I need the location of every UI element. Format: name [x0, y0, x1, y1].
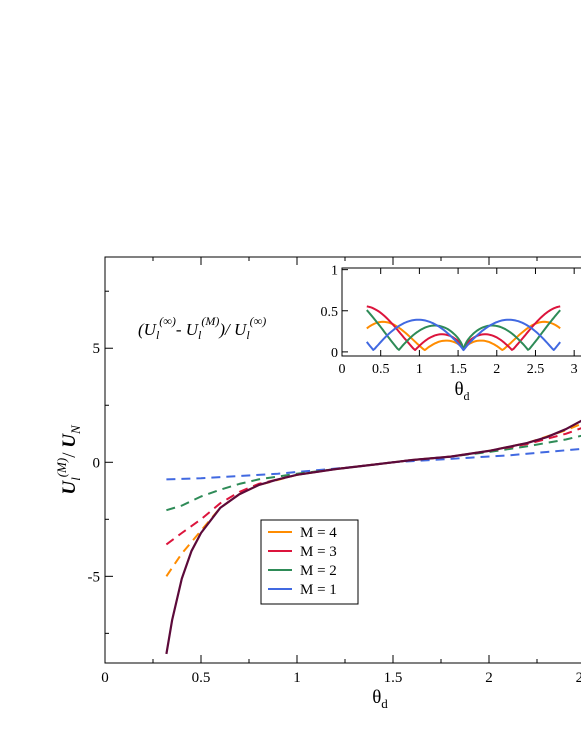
legend-label: M = 2	[300, 563, 337, 579]
legend-label: M = 3	[300, 544, 337, 560]
main-xtick-label: 0.5	[192, 670, 211, 686]
inset-title-p1: (U	[138, 320, 158, 339]
inset-ytick-label: 0.5	[321, 305, 339, 320]
inset-title-s1: l	[156, 328, 160, 342]
inset-xtick-label: 0.5	[372, 362, 390, 377]
inset-series	[366, 305, 561, 352]
inset-xlabel-symbol: θ	[454, 379, 463, 400]
inset-series-line-m1	[366, 318, 561, 352]
main-ylabel-slash: /	[59, 448, 80, 458]
main-ytick-label: -5	[88, 569, 101, 585]
main-ylabel: Ul(M)/ UN	[54, 424, 83, 495]
main-series	[165, 419, 581, 655]
main-xlabel-sub: d	[381, 696, 388, 711]
inset-xtick-label: 2.5	[527, 362, 545, 377]
inset-xtick-label: 0	[339, 362, 346, 377]
inset-ytick-label: 0	[331, 346, 338, 361]
main-series-line-exact	[165, 419, 581, 655]
main-xtick-label: 2.5	[576, 670, 581, 686]
inset-title-sup3: (∞)	[250, 314, 267, 328]
main-xlabel: θd	[372, 687, 388, 711]
inset-xlabel-sub: d	[464, 389, 470, 403]
main-ylabel-sub1: l	[68, 477, 83, 481]
main-series-line-m1	[166, 447, 581, 481]
main-ylabel-sup1: (M)	[54, 458, 69, 478]
main-xtick-label: 0	[101, 670, 109, 686]
main-xtick-label: 1.5	[384, 670, 403, 686]
inset-title-minus: - U	[176, 320, 200, 339]
legend-label: M = 1	[300, 582, 337, 598]
inset-title-s3: l	[246, 328, 250, 342]
main-series-line-m3	[165, 427, 581, 546]
inset-title-sup1: (∞)	[159, 314, 176, 328]
main-ylabel-u1: U	[59, 480, 80, 495]
main-xtick-label: 1	[293, 670, 301, 686]
inset-title-s2: l	[198, 328, 202, 342]
main-plot-frame	[104, 256, 581, 664]
main-ytick-label: 0	[93, 455, 101, 471]
legend: M = 4 M = 3 M = 2 M = 1	[260, 519, 359, 605]
main-xtick-label: 2	[485, 670, 493, 686]
main-xlabel-symbol: θ	[372, 687, 381, 708]
main-ticks: 0 0.5 1 1.5 2 2.5 -5 0 5	[88, 257, 581, 686]
legend-entries: M = 4 M = 3 M = 2 M = 1	[268, 525, 337, 598]
inset-ytick-label: 1	[331, 264, 338, 279]
inset-xtick-label: 3	[571, 362, 578, 377]
main-ylabel-u2: U	[59, 433, 80, 448]
main-ylabel-sub2: N	[68, 424, 83, 435]
inset-title-slash: )/ U	[218, 320, 248, 339]
inset-xtick-label: 1.5	[449, 362, 467, 377]
inset-title: (Ul(∞)- Ul(M))/ Ul(∞)	[138, 314, 266, 342]
inset-xtick-label: 1	[416, 362, 423, 377]
main-ytick-label: 5	[93, 341, 101, 357]
legend-label: M = 4	[300, 525, 337, 541]
inset-xtick-label: 2	[493, 362, 500, 377]
inset-ticks: 0 0.5 1 1.5 2 2.5 3 0 0.5 1	[321, 264, 578, 377]
inset-xlabel: θd	[454, 379, 469, 403]
inset-title-sup2: (M)	[201, 314, 219, 328]
